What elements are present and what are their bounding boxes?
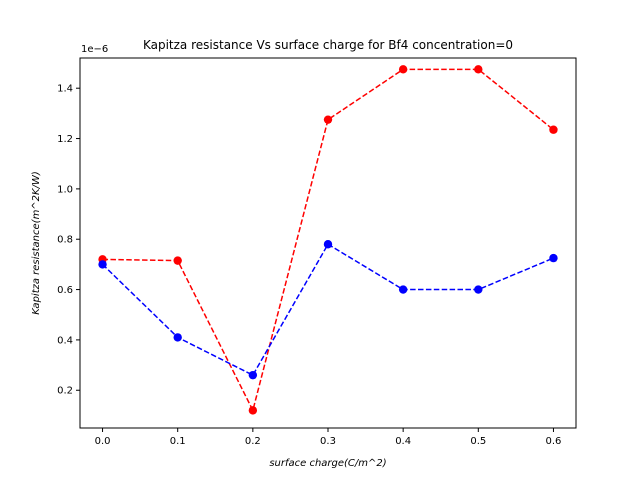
y-offset-label: 1e−6: [81, 44, 108, 55]
data-point: [323, 115, 333, 124]
data-point: [474, 285, 483, 294]
data-point: [398, 285, 408, 294]
x-tick-label: 0.6: [546, 436, 562, 447]
y-tick-label: 0.4: [57, 335, 73, 346]
x-tick-label: 0.4: [395, 436, 411, 447]
y-tick-label: 1.2: [57, 134, 73, 145]
data-point: [398, 65, 408, 74]
x-tick-label: 0.5: [470, 436, 486, 447]
x-axis-label: surface charge(C/m^2): [269, 458, 386, 469]
x-tick-label: 0.0: [95, 436, 111, 447]
x-axis-ticks: 0.0 0.1 0.2 0.3 0.4 0.5 0.6: [95, 428, 562, 447]
data-point: [173, 256, 182, 265]
data-point: [173, 333, 182, 342]
chart-title: Kapitza resistance Vs surface charge for…: [143, 38, 513, 52]
data-point: [98, 260, 107, 269]
data-point: [549, 125, 558, 134]
data-point: [474, 65, 483, 74]
x-tick-label: 0.2: [245, 436, 261, 447]
y-tick-label: 1.0: [57, 184, 73, 195]
y-axis-label: Kapitza resistance(m^2K/W): [31, 171, 42, 315]
y-tick-label: 0.2: [57, 386, 73, 397]
y-axis-ticks: 0.2 0.4 0.6 0.8 1.0 1.2 1.4: [57, 84, 80, 397]
data-point: [549, 253, 558, 263]
x-tick-label: 0.3: [320, 436, 336, 447]
data-point: [248, 370, 258, 380]
data-point: [323, 240, 333, 249]
series-2: [98, 240, 558, 380]
plot-area: [98, 65, 558, 415]
y-tick-label: 1.4: [57, 84, 73, 95]
y-tick-label: 0.6: [57, 285, 73, 296]
data-point: [248, 406, 258, 415]
x-tick-label: 0.1: [170, 436, 186, 447]
y-tick-label: 0.8: [57, 235, 73, 246]
